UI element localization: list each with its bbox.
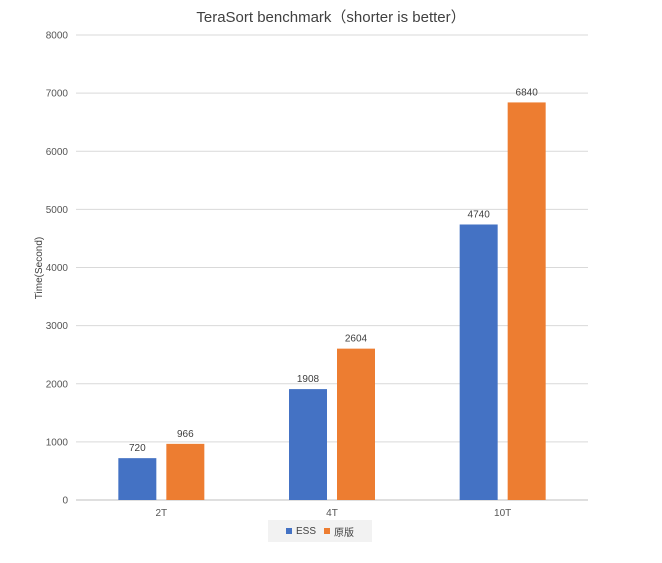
- y-tick-labels: 0 1000 2000 3000 4000 5000 6000 7000 8000: [46, 31, 69, 507]
- y-axis-title: Time(Second): [34, 237, 45, 299]
- y-tick-label: 6000: [46, 147, 69, 158]
- legend-label-original: 原版: [334, 527, 354, 539]
- bar-原版-2T: [166, 443, 205, 500]
- data-label: 4740: [468, 209, 491, 220]
- legend-item-original: 原版: [324, 524, 354, 539]
- x-tick-label: 10T: [494, 508, 511, 519]
- data-label: 720: [129, 443, 146, 454]
- legend-label-ess: ESS: [295, 525, 316, 537]
- y-tick-label: 4000: [46, 263, 69, 274]
- y-tick-label: 2000: [46, 379, 69, 390]
- legend-swatch-ess: [285, 528, 292, 534]
- data-label: 966: [177, 429, 194, 440]
- data-label: 6840: [516, 87, 539, 98]
- data-label: 1908: [297, 374, 320, 385]
- bar-ESS-2T: [118, 458, 157, 500]
- y-tick-label: 0: [62, 496, 68, 507]
- x-tick-label: 2T: [155, 508, 167, 519]
- bars: [118, 102, 546, 501]
- x-tick-labels: 2T 4T 10T: [155, 508, 511, 519]
- bar-ESS-10T: [459, 224, 498, 501]
- gridlines: [76, 34, 588, 501]
- bar-原版-4T: [337, 348, 375, 500]
- legend-item-ess: ESS: [285, 525, 316, 537]
- y-tick-label: 7000: [46, 89, 69, 100]
- x-tick-label: 4T: [326, 508, 338, 519]
- y-tick-label: 5000: [46, 205, 69, 216]
- bar-原版-10T: [507, 102, 546, 501]
- y-tick-label: 1000: [46, 437, 69, 448]
- y-tick-label: 8000: [46, 31, 69, 42]
- chart-title: TeraSort benchmark（shorter is better）: [196, 9, 466, 26]
- y-tick-label: 3000: [46, 321, 69, 332]
- legend-swatch-original: [324, 528, 330, 534]
- bar-ESS-4T: [289, 389, 327, 500]
- data-label: 2604: [345, 334, 368, 345]
- legend: ESS 原版: [268, 520, 372, 542]
- data-labels: 720 966 1908 2604 4740 6840: [129, 87, 538, 454]
